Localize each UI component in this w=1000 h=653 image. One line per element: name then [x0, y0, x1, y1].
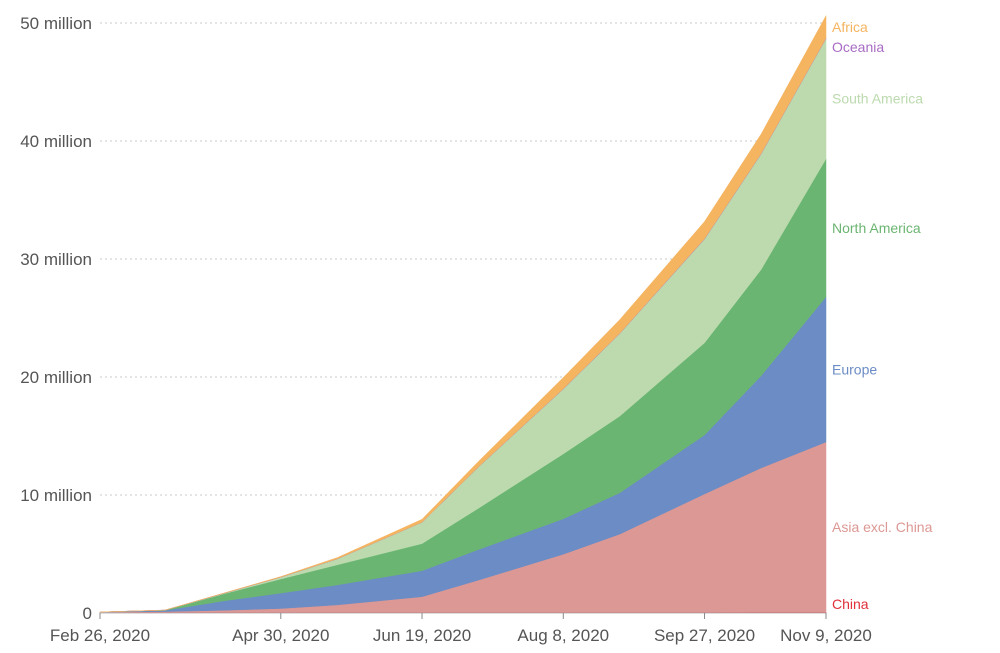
series-label-north-america: North America: [832, 220, 921, 236]
x-tick-label: Sep 27, 2020: [654, 626, 755, 645]
x-tick-label: Nov 9, 2020: [780, 626, 872, 645]
series-labels: Africa Oceania South America North America E…: [832, 19, 933, 612]
y-tick-label: 10 million: [20, 486, 92, 505]
x-axis-ticks: Feb 26, 2020 Apr 30, 2020 Jun 19, 2020 Aug …: [50, 613, 872, 645]
series-label-south-america: South America: [832, 91, 923, 107]
series-label-asia-excl-china: Asia excl. China: [832, 519, 933, 535]
y-axis-ticks: 0 10 million 20 million 30 million 40 millio…: [20, 14, 92, 623]
y-tick-label: 40 million: [20, 132, 92, 151]
y-tick-label: 50 million: [20, 14, 92, 33]
x-tick-label: Aug 8, 2020: [517, 626, 609, 645]
series-label-oceania: Oceania: [832, 39, 884, 55]
x-tick-label: Apr 30, 2020: [232, 626, 329, 645]
area-series: [99, 15, 827, 614]
x-tick-label: Jun 19, 2020: [373, 626, 471, 645]
y-tick-label: 20 million: [20, 368, 92, 387]
series-label-africa: Africa: [832, 19, 868, 35]
y-tick-label: 0: [83, 604, 92, 623]
series-label-europe: Europe: [832, 361, 877, 377]
x-tick-label: Feb 26, 2020: [50, 626, 150, 645]
area-africa: [99, 15, 827, 613]
y-tick-label: 30 million: [20, 250, 92, 269]
series-label-china: China: [832, 596, 869, 612]
